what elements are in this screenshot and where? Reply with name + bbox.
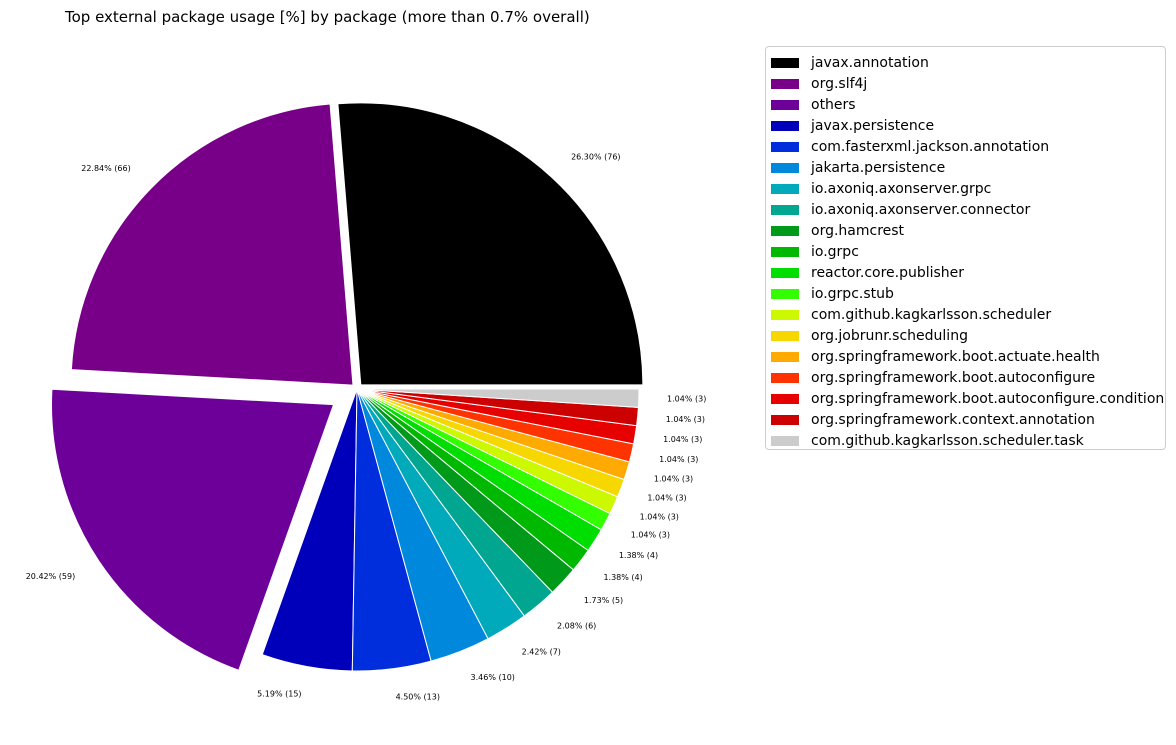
slice-label: 1.04% (3) [654,474,693,483]
legend: javax.annotation org.slf4j others javax.per… [765,46,1166,450]
slice-label: 1.04% (3) [647,494,686,503]
legend-label: jakarta.persistence [811,159,946,176]
legend-label: javax.persistence [811,117,935,134]
slice-label: 22.84% (66) [81,164,130,173]
legend-label: org.springframework.context.annotation [811,411,1095,428]
legend-item: io.axoniq.axonserver.connector [771,199,1159,220]
legend-item: com.fasterxml.jackson.annotation [771,136,1159,157]
legend-label: io.grpc.stub [811,285,894,302]
slice-label: 20.42% (59) [26,572,75,581]
legend-label: com.github.kagkarlsson.scheduler [811,306,1052,323]
slice-label: 1.38% (4) [603,573,642,582]
legend-label: com.fasterxml.jackson.annotation [811,138,1050,155]
slice-label: 1.38% (4) [619,551,658,560]
legend-label: reactor.core.publisher [811,264,965,281]
legend-item: org.hamcrest [771,220,1159,241]
legend-swatch [771,393,799,404]
legend-label: io.grpc [811,243,859,260]
legend-label: org.slf4j [811,75,868,92]
legend-swatch [771,246,799,257]
slice-label: 1.04% (3) [663,435,702,444]
legend-label: org.hamcrest [811,222,905,239]
legend-swatch [771,78,799,89]
pie-slice-org-slf4j [70,103,354,386]
legend-item: org.springframework.boot.autoconfigure.c… [771,388,1164,409]
legend-label: org.springframework.boot.autoconfigure.c… [811,390,1165,407]
legend-label: org.springframework.boot.actuate.health [811,348,1100,365]
legend-item: jakarta.persistence [771,157,1159,178]
legend-swatch [771,309,799,320]
legend-item: org.springframework.boot.actuate.health [771,346,1159,367]
chart-title: Top external package usage [%] by packag… [65,8,590,26]
pie-slice-javax-annotation [337,102,644,386]
slice-label: 1.04% (3) [640,512,679,521]
legend-swatch [771,204,799,215]
legend-item: io.axoniq.axonserver.grpc [771,178,1159,199]
legend-item: com.github.kagkarlsson.scheduler [771,304,1159,325]
legend-swatch [771,57,799,68]
legend-swatch [771,372,799,383]
pie-chart: 26.30% (76) 22.84% (66) 20.42% (59) 5.19% (… [26,102,706,701]
legend-label: others [811,96,856,113]
slice-label: 3.46% (10) [471,673,515,682]
legend-swatch [771,435,799,446]
legend-swatch [771,162,799,173]
legend-label: org.jobrunr.scheduling [811,327,968,344]
legend-swatch [771,225,799,236]
legend-label: io.axoniq.axonserver.connector [811,201,1031,218]
slice-label: 2.42% (7) [522,647,561,656]
legend-label: com.github.kagkarlsson.scheduler.task [811,432,1084,449]
slice-label: 26.30% (76) [571,152,620,161]
legend-label: io.axoniq.axonserver.grpc [811,180,992,197]
legend-label: javax.annotation [811,54,929,71]
legend-item: org.slf4j [771,73,1159,94]
legend-swatch [771,141,799,152]
legend-item: io.grpc [771,241,1159,262]
slice-label: 1.04% (3) [631,530,670,539]
pie-slice-others [51,388,335,671]
legend-swatch [771,330,799,341]
slice-label: 1.73% (5) [584,596,623,605]
legend-swatch [771,99,799,110]
legend-item: io.grpc.stub [771,283,1159,304]
legend-swatch [771,288,799,299]
legend-swatch [771,414,799,425]
legend-item: org.jobrunr.scheduling [771,325,1159,346]
slice-label: 1.04% (3) [667,395,706,404]
slice-label: 2.08% (6) [557,622,596,631]
legend-item: org.springframework.context.annotation [771,409,1159,430]
legend-item: org.springframework.boot.autoconfigure [771,367,1159,388]
pie-slice-com-github-kagkarlsson-scheduler-task [356,388,640,408]
legend-swatch [771,267,799,278]
legend-swatch [771,183,799,194]
legend-swatch [771,351,799,362]
legend-item: com.github.kagkarlsson.scheduler.task [771,430,1159,451]
legend-label: org.springframework.boot.autoconfigure [811,369,1096,386]
legend-item: javax.persistence [771,115,1159,136]
legend-item: others [771,94,1159,115]
legend-swatch [771,120,799,131]
slice-label: 5.19% (15) [257,690,301,699]
slice-label: 1.04% (3) [666,415,705,424]
legend-item: reactor.core.publisher [771,262,1159,283]
slice-label: 4.50% (13) [396,692,440,701]
legend-item: javax.annotation [771,52,1159,73]
slice-label: 1.04% (3) [659,455,698,464]
